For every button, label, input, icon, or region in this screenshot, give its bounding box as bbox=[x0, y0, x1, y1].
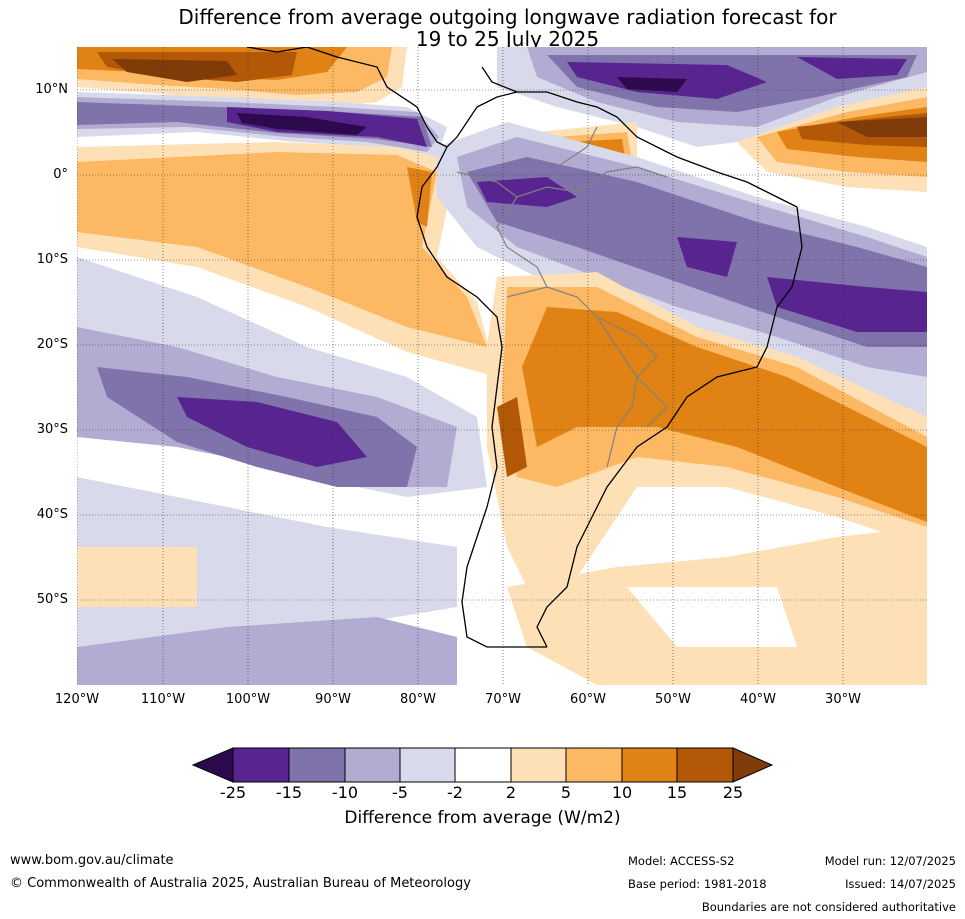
anomaly-field-sa-orange bbox=[487, 272, 927, 607]
lat-label-0: 0° bbox=[53, 167, 68, 182]
colorbar-tick: 15 bbox=[666, 783, 688, 802]
colorbar-tick: 2 bbox=[505, 783, 517, 802]
colorbar-swatch-min bbox=[191, 747, 234, 783]
lon-label-100w: 100°W bbox=[225, 692, 271, 707]
olr-anomaly-map bbox=[77, 47, 927, 685]
lat-label-30s: 30°S bbox=[36, 422, 68, 437]
copyright-text: © Commonwealth of Australia 2025, Austra… bbox=[10, 876, 471, 891]
colorbar-swatch-8 bbox=[621, 747, 678, 783]
colorbar-swatch-9 bbox=[676, 747, 734, 783]
anomaly-field-north-orange bbox=[77, 47, 407, 107]
colorbar-swatch-1 bbox=[232, 747, 290, 783]
lat-label-20s: 20°S bbox=[36, 337, 68, 352]
anomaly-field-atlantic-orange bbox=[537, 87, 927, 192]
chart-title-line2: 19 to 25 July 2025 bbox=[415, 27, 600, 51]
coastline bbox=[246, 47, 803, 648]
model-text: Model: ACCESS-S2 bbox=[628, 854, 735, 868]
anomaly-field-south-light-orange bbox=[77, 527, 927, 685]
colorbar-swatch-2 bbox=[288, 747, 346, 783]
colorbar-tick: 25 bbox=[722, 783, 744, 802]
lon-label-90w: 90°W bbox=[315, 692, 351, 707]
anomaly-field-sp-purple bbox=[77, 257, 487, 685]
colorbar-swatch-max bbox=[732, 747, 774, 783]
colorbar-swatch-7 bbox=[565, 747, 623, 783]
chart-title-line1: Difference from average outgoing longwav… bbox=[178, 5, 837, 29]
colorbar-tick: -5 bbox=[392, 783, 408, 802]
lon-label-70w: 70°W bbox=[485, 692, 521, 707]
colorbar-label: Difference from average (W/m2) bbox=[344, 808, 621, 828]
country-borders bbox=[456, 126, 668, 468]
disclaimer-text: Boundaries are not considered authoritat… bbox=[701, 900, 956, 914]
colorbar bbox=[190, 745, 775, 785]
lon-label-120w: 120°W bbox=[54, 692, 100, 707]
colorbar-swatch-6 bbox=[510, 747, 567, 783]
lon-label-50w: 50°W bbox=[655, 692, 691, 707]
lat-label-10s: 10°S bbox=[36, 252, 68, 267]
issued-text: Issued: 14/07/2025 bbox=[845, 877, 956, 891]
lon-label-60w: 60°W bbox=[570, 692, 606, 707]
colorbar-tick: -25 bbox=[219, 783, 247, 802]
colorbar-tick: 10 bbox=[611, 783, 633, 802]
colorbar-tick: -2 bbox=[447, 783, 463, 802]
lon-label-110w: 110°W bbox=[140, 692, 186, 707]
lat-label-50s: 50°S bbox=[36, 592, 68, 607]
lon-label-30w: 30°W bbox=[825, 692, 861, 707]
lon-label-80w: 80°W bbox=[400, 692, 436, 707]
anomaly-field-itcz-purple bbox=[77, 92, 447, 157]
graticule bbox=[77, 47, 927, 685]
website-link[interactable]: www.bom.gov.au/climate bbox=[10, 853, 174, 868]
colorbar-swatch-5 bbox=[454, 747, 512, 783]
colorbar-tick: 5 bbox=[560, 783, 572, 802]
colorbar-tick: -15 bbox=[275, 783, 303, 802]
colorbar-tick: -10 bbox=[331, 783, 359, 802]
lat-label-10n: 10°N bbox=[35, 82, 68, 97]
anomaly-field-amazon-purple bbox=[437, 122, 927, 427]
colorbar-swatch-4 bbox=[399, 747, 456, 783]
anomaly-field-ne-purple bbox=[497, 47, 927, 147]
colorbar-swatch-3 bbox=[344, 747, 401, 783]
base-period-text: Base period: 1981-2018 bbox=[628, 877, 767, 891]
lon-label-40w: 40°W bbox=[740, 692, 776, 707]
model-run-text: Model run: 12/07/2025 bbox=[824, 854, 956, 868]
lat-label-40s: 40°S bbox=[36, 507, 68, 522]
